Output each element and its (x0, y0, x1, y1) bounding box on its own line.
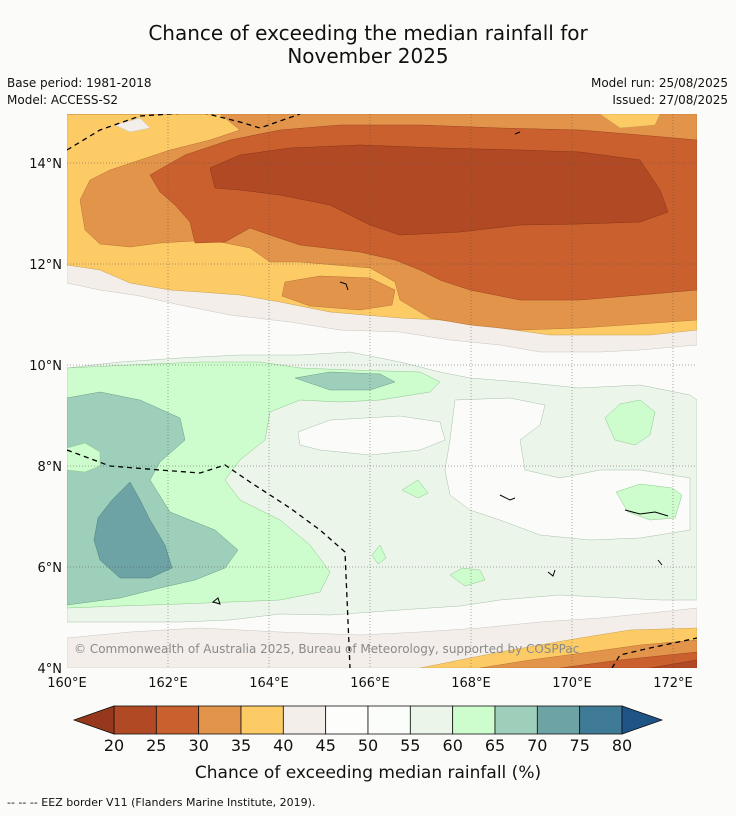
issued-label: Issued: 27/08/2025 (612, 93, 728, 107)
lat-tick-labels: 4°N 6°N 8°N 10°N 12°N 14°N (29, 157, 62, 677)
colorbar-tick-label: 40 (273, 736, 293, 755)
eez-border-north-west (67, 114, 301, 151)
colorbar-tick-label: 35 (231, 736, 251, 755)
lon-tick-label: 164°E (249, 676, 289, 691)
island-outline (499, 494, 516, 501)
lat-tick-label: 12°N (29, 258, 62, 273)
island-60-65-right-2 (615, 483, 683, 521)
colorbar-swatch (240, 705, 284, 735)
lat-tick-label: 10°N (29, 359, 62, 374)
lon-tick-labels: 160°E 162°E 164°E 166°E 168°E 170°E 172°… (47, 676, 693, 691)
lon-tick-label: 168°E (451, 676, 491, 691)
title-line-2: November 2025 (287, 44, 449, 68)
south-band-30-35 (559, 651, 697, 668)
colorbar-tick-label: 75 (570, 736, 590, 755)
island-60-65-small-3 (371, 544, 387, 565)
colorbar-label: Chance of exceeding median rainfall (%) (195, 763, 541, 783)
colorbar-high-extension (621, 705, 664, 735)
colorbar-low-extension (72, 705, 115, 735)
colorbar-tick-label: 55 (400, 736, 420, 755)
base-period-label: Base period: 1981-2018 (7, 76, 152, 90)
south-band-20-25 (649, 659, 697, 668)
colorbar-swatch (536, 705, 581, 735)
patch-top-right (599, 114, 661, 129)
island-65-70-top (294, 371, 396, 391)
colorbar-tick-label: 50 (358, 736, 378, 755)
colorbar-tick-label: 20 (104, 736, 124, 755)
lon-tick-label: 170°E (552, 676, 592, 691)
patch-top-left (114, 117, 151, 133)
colorbar (72, 705, 664, 735)
island-60-65-small-2 (449, 567, 486, 587)
lat-tick-label: 6°N (38, 561, 63, 576)
island-outline (657, 559, 663, 566)
island-outline (547, 569, 556, 577)
colorbar-tick-labels: 20 25 30 35 40 45 50 55 60 65 70 75 80 (104, 736, 632, 755)
colorbar-tick-label: 45 (316, 736, 336, 755)
colorbar-swatch (325, 705, 369, 735)
colorbar-swatch (579, 705, 623, 735)
colorbar-tick-label: 70 (527, 736, 547, 755)
lon-tick-label: 166°E (350, 676, 390, 691)
colorbar-swatch (155, 705, 200, 735)
meta-right: Model run: 25/08/2025 Issued: 27/08/2025 (591, 75, 728, 109)
lat-tick-label: 14°N (29, 157, 62, 172)
island-60-65-small-1 (401, 479, 429, 499)
pocket-35-40 (281, 275, 396, 311)
island-outline (339, 281, 349, 291)
colorbar-tick-label: 60 (443, 736, 463, 755)
island-outline (211, 597, 221, 605)
colorbar-swatch (409, 705, 454, 735)
band-70-75 (93, 481, 173, 579)
colorbar-swatch (367, 705, 411, 735)
map-area: © Commonwealth of Australia 2025, Bureau… (67, 114, 697, 668)
colorbar-swatch (198, 705, 242, 735)
colorbar-swatch (282, 705, 327, 735)
colorbar-tick-label: 65 (485, 736, 505, 755)
islands (211, 131, 669, 605)
model-label: Model: ACCESS-S2 (7, 93, 119, 107)
eez-border-south-east (611, 637, 697, 668)
page-title: Chance of exceeding the median rainfall … (0, 22, 736, 68)
lat-tick-label: 4°N (38, 662, 63, 677)
colorbar-tick-label: 25 (146, 736, 166, 755)
hole-50-55-middle (297, 415, 446, 456)
island-60-65-right-1 (604, 399, 656, 446)
island-outline (514, 131, 521, 135)
lon-tick-label: 162°E (148, 676, 188, 691)
gridlines (67, 114, 697, 668)
footer-eez-note: -- -- -- EEZ border V11 (Flanders Marine… (7, 796, 316, 809)
colorbar-swatch (494, 705, 538, 735)
model-run-label: Model run: 25/08/2025 (590, 76, 728, 90)
island-outline (624, 509, 669, 517)
meta-left: Base period: 1981-2018 Model: ACCESS-S2 (7, 75, 152, 109)
colorbar-tick-label: 30 (189, 736, 209, 755)
copyright-text: © Commonwealth of Australia 2025, Bureau… (74, 642, 579, 656)
lon-tick-label: 160°E (47, 676, 87, 691)
lon-tick-label: 172°E (653, 676, 693, 691)
lat-tick-label: 8°N (38, 460, 63, 475)
colorbar-tick-label: 80 (612, 736, 632, 755)
band-20-25 (209, 144, 669, 236)
eez-borders (67, 114, 697, 668)
colorbar-swatch (452, 705, 496, 735)
colorbar-swatch (113, 705, 157, 735)
title-line-1: Chance of exceeding the median rainfall … (148, 21, 588, 45)
